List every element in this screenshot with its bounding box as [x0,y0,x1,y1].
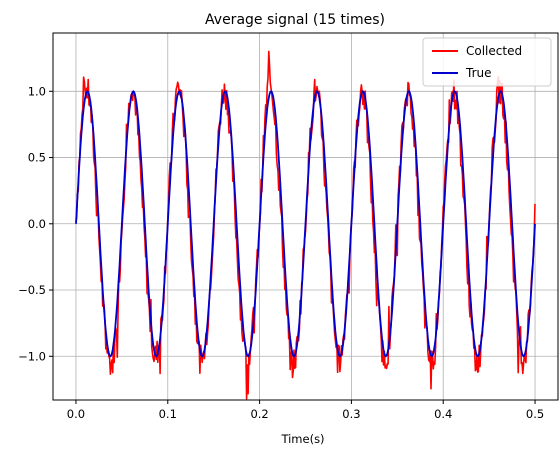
y-tick-label: −1.0 [18,349,46,363]
series-true-line [75,90,536,358]
y-tick-label: 1.0 [28,84,46,98]
x-tick-label: 0.4 [434,407,452,421]
x-tick-label: 0.3 [342,407,360,421]
legend-collected-label: Collected [466,44,522,58]
x-tick-label: 0.2 [250,407,268,421]
y-tick-label: 0.0 [28,217,46,231]
plot-area [75,50,536,400]
y-axis-ticks: −1.0 −0.5 0.0 0.5 1.0 [18,84,53,363]
legend: Collected True [422,37,552,87]
chart-title: Average signal (15 times) [205,12,385,28]
legend-true-label: True [465,66,492,80]
x-tick-label: 0.5 [526,407,544,421]
plot-frame [52,32,559,401]
x-tick-label: 0.0 [67,407,85,421]
y-tick-label: 0.5 [28,151,46,165]
x-axis-label: Time(s) [280,432,324,446]
x-tick-label: 0.1 [159,407,177,421]
x-axis-ticks: 0.0 0.1 0.2 0.3 0.4 0.5 [67,400,544,421]
y-tick-label: −0.5 [18,283,46,297]
